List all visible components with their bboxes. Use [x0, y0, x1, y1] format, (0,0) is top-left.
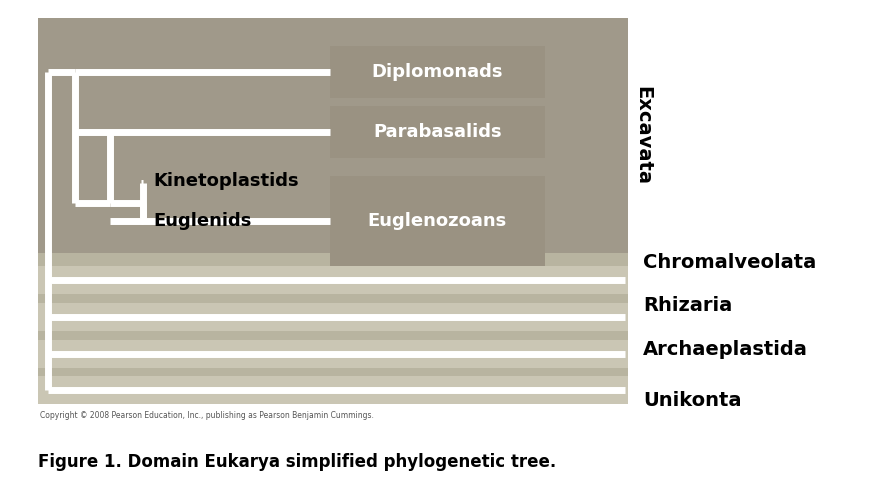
- Text: Kinetoplastids: Kinetoplastids: [153, 172, 299, 190]
- Text: Diplomonads: Diplomonads: [371, 63, 503, 81]
- Bar: [329, 106, 544, 158]
- Text: Parabasalids: Parabasalids: [373, 123, 501, 141]
- Bar: [38, 376, 627, 404]
- Bar: [38, 18, 627, 253]
- Bar: [38, 303, 627, 331]
- Text: Archaeplastida: Archaeplastida: [643, 340, 807, 359]
- Bar: [329, 46, 544, 98]
- Text: Euglenids: Euglenids: [153, 212, 251, 230]
- Bar: [38, 266, 627, 294]
- Bar: [329, 176, 544, 266]
- Text: Copyright © 2008 Pearson Education, Inc., publishing as Pearson Benjamin Cumming: Copyright © 2008 Pearson Education, Inc.…: [40, 411, 373, 420]
- Text: Chromalveolata: Chromalveolata: [643, 253, 816, 272]
- Text: Figure 1. Domain Eukarya simplified phylogenetic tree.: Figure 1. Domain Eukarya simplified phyl…: [38, 453, 556, 471]
- Text: Euglenozoans: Euglenozoans: [368, 212, 507, 230]
- Text: Excavata: Excavata: [633, 86, 651, 185]
- Text: Rhizaria: Rhizaria: [643, 295, 731, 314]
- Bar: [38, 340, 627, 368]
- Bar: [38, 18, 627, 403]
- Text: Unikonta: Unikonta: [643, 390, 741, 410]
